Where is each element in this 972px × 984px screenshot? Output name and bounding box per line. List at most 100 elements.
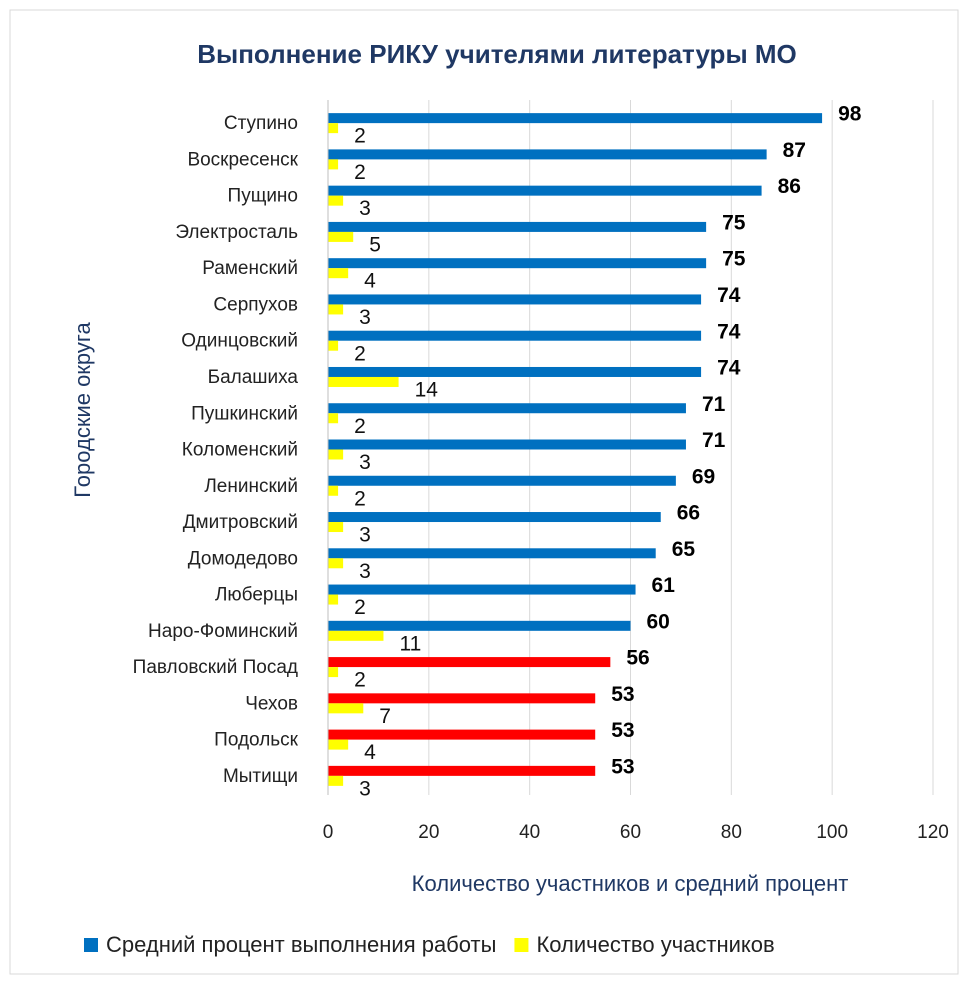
bar [328,667,339,678]
y-tick-label: Подольск [214,730,299,751]
value-label: 4 [364,741,376,764]
bar [328,558,344,569]
value-label: 65 [672,538,696,561]
bar [328,657,611,668]
value-label: 66 [677,502,700,525]
x-tick-label: 80 [721,822,742,843]
value-label: 53 [611,755,634,778]
value-label: 74 [717,357,741,380]
y-tick-label: Чехов [245,693,298,714]
x-tick-label: 100 [816,822,848,843]
bar [328,294,702,305]
chart-title: Выполнение РИКУ учителями литературы МО [197,39,797,69]
bar [328,765,596,776]
y-tick-label: Домодедово [188,548,298,569]
bar [328,485,339,496]
bar [328,413,339,424]
bar [328,449,344,460]
y-tick-label: Воскресенск [187,149,298,170]
value-label: 69 [692,465,715,488]
x-tick-label: 40 [519,822,540,843]
y-tick-label: Коломенский [182,440,298,461]
value-label: 3 [359,777,371,800]
y-tick-label: Наро-Фоминский [148,621,298,642]
value-label: 2 [354,161,366,184]
value-label: 75 [722,211,746,234]
value-label: 7 [379,705,391,728]
x-tick-label: 60 [620,822,641,843]
chart-border [9,9,959,975]
y-tick-label: Пущино [228,186,298,207]
value-label: 98 [838,103,862,126]
legend-label: Количество участников [536,932,774,957]
bar [328,693,596,704]
bar [328,258,707,269]
value-label: 71 [702,429,726,452]
y-tick-label: Одинцовский [181,331,298,352]
bar [328,739,349,750]
value-label: 71 [702,393,726,416]
bar [328,594,339,605]
y-tick-label: Мытищи [223,766,298,787]
bar [328,366,702,377]
value-label: 86 [778,175,801,198]
bar [328,149,767,160]
y-tick-label: Ступино [224,113,298,134]
bar [328,113,823,124]
legend-swatch [514,938,529,952]
bar [328,775,344,786]
value-label: 14 [415,379,439,402]
legend-label: Средний процент выполнения работы [106,932,496,957]
bar [328,522,344,533]
y-axis-title: Городские округа [70,322,95,498]
bar [328,439,686,450]
bar [328,475,676,486]
bar [328,729,596,740]
value-label: 3 [359,197,371,220]
value-label: 3 [359,451,371,474]
x-tick-label: 20 [418,822,439,843]
y-tick-label: Балашиха [208,367,299,388]
bar [328,330,702,341]
bar [328,304,344,315]
value-label: 75 [722,248,746,271]
x-tick-label: 120 [917,822,949,843]
value-label: 87 [783,139,806,162]
value-label: 2 [354,596,366,619]
bar [328,620,631,631]
value-label: 2 [354,125,366,148]
x-tick-label: 0 [323,822,334,843]
value-label: 74 [717,320,741,343]
y-tick-label: Серпухов [213,294,298,315]
bar [328,123,339,134]
bar [328,376,399,387]
bar [328,159,339,170]
bar [328,221,707,232]
bar [328,548,656,559]
y-tick-label: Дмитровский [183,512,298,533]
value-label: 2 [354,415,366,438]
y-tick-label: Ленинский [204,476,298,497]
bar [328,584,636,595]
bar [328,231,354,242]
value-label: 74 [717,284,741,307]
y-tick-label: Пушкинский [191,403,298,424]
value-label: 2 [354,487,366,510]
x-axis-title: Количество участников и средний процент [412,871,849,896]
value-label: 5 [369,233,381,256]
y-tick-label: Электросталь [175,222,298,243]
bar [328,512,661,523]
value-label: 53 [611,683,634,706]
bar [328,340,339,351]
value-label: 3 [359,524,371,547]
bar [328,195,344,206]
value-label: 4 [364,270,376,293]
y-tick-label: Павловский Посад [133,657,298,678]
value-label: 3 [359,560,371,583]
value-label: 61 [652,574,676,597]
bar [328,185,762,196]
bar [328,268,349,279]
bar [328,403,686,414]
value-label: 53 [611,719,634,742]
